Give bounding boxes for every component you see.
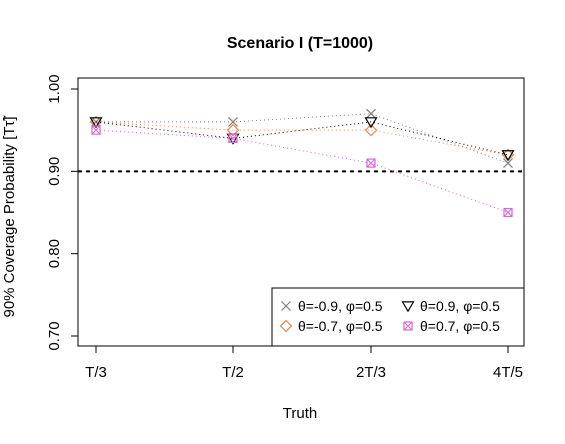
series-2 xyxy=(89,115,515,162)
legend-marker xyxy=(281,301,291,311)
legend-entry: θ=0.7, φ=0.5 xyxy=(403,318,500,334)
series-line xyxy=(95,129,509,213)
y-tick-label: 1.00 xyxy=(46,74,63,103)
data-point xyxy=(501,150,515,162)
y-tick-label: 0.90 xyxy=(46,157,63,186)
legend-marker xyxy=(279,319,293,333)
series-line xyxy=(96,113,509,164)
legend-label: θ=-0.7, φ=0.5 xyxy=(298,318,383,334)
chart-title: Scenario I (T=1000) xyxy=(227,35,373,52)
data-point xyxy=(366,158,376,168)
data-point xyxy=(91,125,101,135)
x-tick-label: 4T/5 xyxy=(493,364,523,381)
legend-label: θ=-0.9, φ=0.5 xyxy=(298,298,383,314)
legend-marker xyxy=(403,321,413,331)
legend-marker xyxy=(401,301,415,313)
y-tick-label: 0.80 xyxy=(46,239,63,268)
x-tick-label: 2T/3 xyxy=(356,364,386,381)
legend-entry: θ=-0.7, φ=0.5 xyxy=(279,318,383,334)
legend-label: θ=0.9, φ=0.5 xyxy=(420,298,500,314)
data-point xyxy=(366,108,376,119)
data-point xyxy=(228,133,238,143)
x-tick-label: T/2 xyxy=(222,364,244,381)
legend-entry: θ=-0.9, φ=0.5 xyxy=(281,298,383,314)
series-4 xyxy=(91,125,513,218)
series-line xyxy=(95,121,509,156)
y-axis: 0.70 0.80 0.90 1.00 xyxy=(46,74,79,351)
x-axis: T/3 T/2 2T/3 4T/5 xyxy=(85,345,523,381)
legend: θ=-0.9, φ=0.5 θ=-0.7, φ=0.5 θ=0.9, φ=0.5 θ=… xyxy=(271,287,525,347)
data-point xyxy=(364,123,378,137)
data-point xyxy=(89,117,103,129)
series-line xyxy=(95,121,509,156)
data-point xyxy=(226,123,240,137)
data-point xyxy=(503,207,513,218)
series-3 xyxy=(89,117,515,162)
series-1 xyxy=(91,108,513,169)
legend-label: θ=0.7, φ=0.5 xyxy=(420,318,500,334)
legend-entry: θ=0.9, φ=0.5 xyxy=(401,298,500,314)
data-point xyxy=(364,117,378,129)
legend-box xyxy=(271,287,525,347)
data-point xyxy=(503,158,513,169)
series-layer xyxy=(89,108,515,218)
y-axis-label: 90% Coverage Probability [Tτ̃] xyxy=(1,115,18,318)
data-point xyxy=(228,117,238,127)
x-axis-label: Truth xyxy=(283,405,317,422)
y-tick-label: 0.70 xyxy=(46,321,63,350)
x-tick-label: T/3 xyxy=(85,364,107,381)
